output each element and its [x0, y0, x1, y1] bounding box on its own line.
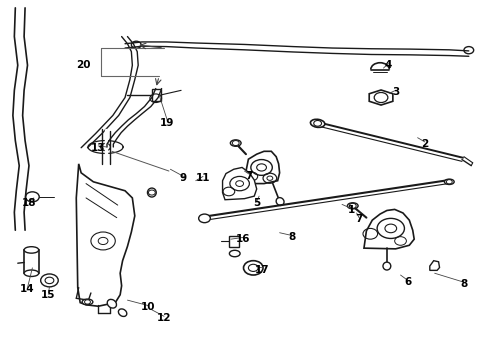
Ellipse shape — [118, 309, 126, 316]
Text: 7: 7 — [245, 171, 253, 181]
Text: 3: 3 — [391, 87, 399, 97]
Text: 12: 12 — [157, 313, 171, 323]
Bar — [24, 250, 39, 273]
Text: 19: 19 — [160, 118, 174, 128]
Ellipse shape — [82, 299, 93, 305]
Text: 15: 15 — [41, 290, 56, 300]
Text: 6: 6 — [404, 277, 410, 287]
Text: 11: 11 — [195, 173, 210, 183]
Ellipse shape — [24, 270, 39, 276]
Ellipse shape — [229, 250, 240, 257]
Circle shape — [198, 214, 210, 223]
Polygon shape — [76, 164, 135, 306]
Text: 5: 5 — [253, 198, 260, 208]
Ellipse shape — [107, 300, 116, 308]
Ellipse shape — [382, 262, 390, 270]
Bar — [152, 89, 160, 101]
Text: 14: 14 — [20, 284, 35, 294]
Text: 2: 2 — [421, 139, 427, 149]
Text: 7: 7 — [355, 215, 362, 224]
Text: 18: 18 — [21, 198, 36, 208]
Ellipse shape — [444, 179, 453, 184]
Ellipse shape — [276, 198, 284, 206]
Text: 9: 9 — [180, 173, 187, 183]
Polygon shape — [243, 151, 279, 184]
Ellipse shape — [310, 119, 324, 127]
Text: 16: 16 — [236, 234, 250, 244]
Ellipse shape — [230, 140, 241, 146]
Ellipse shape — [346, 203, 357, 209]
Text: 4: 4 — [384, 60, 391, 70]
Text: 8: 8 — [459, 279, 467, 289]
Text: 20: 20 — [76, 60, 91, 70]
Polygon shape — [222, 167, 256, 200]
Polygon shape — [363, 210, 413, 249]
Text: 1: 1 — [347, 206, 355, 216]
Text: 8: 8 — [288, 232, 295, 242]
Polygon shape — [368, 90, 392, 105]
Ellipse shape — [24, 247, 39, 253]
Text: 10: 10 — [141, 302, 155, 312]
Text: 17: 17 — [255, 265, 269, 275]
Polygon shape — [429, 261, 439, 270]
Ellipse shape — [147, 188, 156, 197]
Text: 13: 13 — [91, 143, 105, 153]
Bar — [228, 236, 238, 247]
